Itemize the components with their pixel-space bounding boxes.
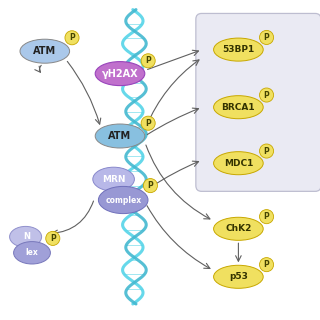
Circle shape bbox=[260, 258, 274, 272]
Text: P: P bbox=[264, 91, 269, 100]
Text: P: P bbox=[264, 33, 269, 42]
Circle shape bbox=[46, 231, 60, 245]
Circle shape bbox=[260, 88, 274, 102]
Text: BRCA1: BRCA1 bbox=[221, 103, 255, 112]
Text: ChK2: ChK2 bbox=[225, 224, 252, 233]
Circle shape bbox=[260, 210, 274, 224]
Circle shape bbox=[141, 54, 155, 68]
Ellipse shape bbox=[93, 167, 134, 191]
Text: γH2AX: γH2AX bbox=[102, 68, 138, 79]
Circle shape bbox=[141, 116, 155, 130]
Text: N: N bbox=[24, 232, 31, 241]
Ellipse shape bbox=[214, 96, 263, 119]
Ellipse shape bbox=[214, 265, 263, 288]
Circle shape bbox=[143, 179, 157, 193]
Ellipse shape bbox=[14, 242, 51, 264]
Text: 53BP1: 53BP1 bbox=[222, 45, 254, 54]
Ellipse shape bbox=[95, 124, 145, 148]
Text: MRN: MRN bbox=[102, 175, 125, 184]
Circle shape bbox=[260, 144, 274, 158]
Ellipse shape bbox=[214, 152, 263, 175]
Text: MDC1: MDC1 bbox=[224, 159, 253, 168]
Text: P: P bbox=[50, 234, 56, 243]
Ellipse shape bbox=[95, 62, 145, 86]
Text: ATM: ATM bbox=[33, 46, 56, 56]
FancyBboxPatch shape bbox=[196, 13, 320, 191]
Ellipse shape bbox=[20, 39, 70, 63]
Circle shape bbox=[260, 30, 274, 44]
Ellipse shape bbox=[214, 217, 263, 240]
Text: P: P bbox=[69, 33, 75, 42]
Text: p53: p53 bbox=[229, 272, 248, 281]
Ellipse shape bbox=[10, 227, 42, 247]
Text: ATM: ATM bbox=[108, 131, 132, 141]
Text: lex: lex bbox=[26, 248, 38, 257]
Text: P: P bbox=[145, 119, 151, 128]
Text: P: P bbox=[264, 260, 269, 269]
Text: P: P bbox=[145, 56, 151, 65]
Text: P: P bbox=[264, 147, 269, 156]
Ellipse shape bbox=[99, 186, 148, 214]
Ellipse shape bbox=[214, 38, 263, 61]
Circle shape bbox=[65, 31, 79, 45]
Text: P: P bbox=[264, 212, 269, 221]
Text: complex: complex bbox=[105, 196, 141, 204]
Text: P: P bbox=[148, 181, 153, 190]
